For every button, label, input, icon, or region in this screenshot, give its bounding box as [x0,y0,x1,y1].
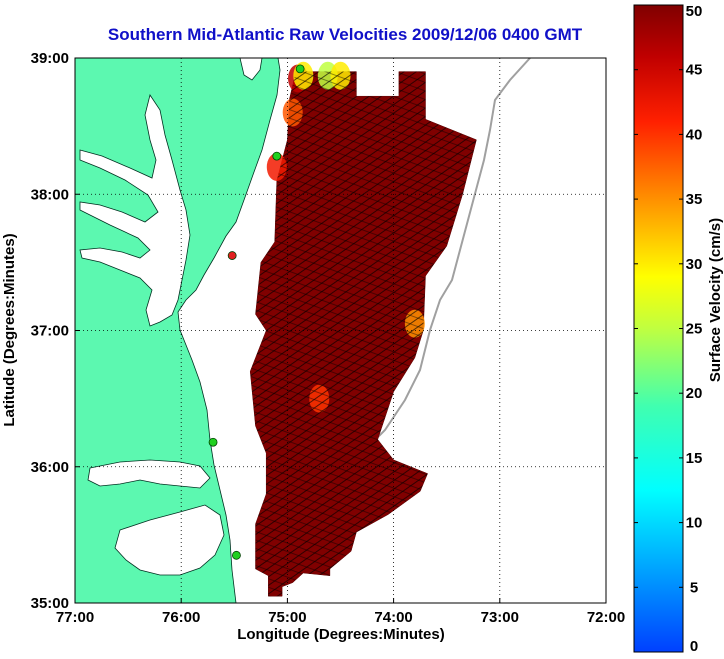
delaware-bay [239,58,263,81]
y-tick-label-3: 38:00 [31,186,69,203]
grid-lines [75,58,606,603]
x-tick-label-0: 77:00 [56,609,94,626]
colorbar-tick-label-1: 5 [690,579,698,596]
colorbar-tick-label-0: 0 [690,638,698,655]
x-tick-label-5: 72:00 [587,609,625,626]
x-tick-label-3: 74:00 [374,609,412,626]
x-tick-label-4: 73:00 [481,609,519,626]
pamlico-sound [114,504,225,576]
x-tick-label-1: 76:00 [162,609,200,626]
station-marker-4 [232,550,241,560]
y-tick-label-0: 35:00 [31,595,69,612]
station-markers [208,64,305,560]
plot-area [75,58,606,603]
y-tick-label-1: 36:00 [31,459,69,476]
colorbar: 0 5 10 15 20 25 30 35 40 45 50 Surface Velocity (c… [633,3,724,655]
station-marker-2 [227,251,237,260]
colorbar-tick-label-2: 10 [686,515,703,532]
station-marker-1 [272,151,282,161]
y-axis-label: Latitude (Degrees:Minutes) [1,233,18,426]
colorbar-tick-label-5: 25 [686,321,703,338]
y-axis-ticks: 35:00 36:00 37:00 38:00 39:00 [31,50,80,612]
colorbar-tick-label-9: 45 [686,62,703,79]
colorbar-tick-label-3: 15 [686,450,703,467]
x-axis-ticks: 77:00 76:00 75:00 74:00 73:00 72:00 [56,598,625,626]
colorbar-label: Surface Velocity (cm/s) [707,218,724,382]
colorbar-tick-label-6: 30 [686,256,703,273]
station-marker-0 [295,64,305,74]
colorbar-tick-label-10: 50 [686,3,703,20]
chart-title: Southern Mid-Atlantic Raw Velocities 200… [108,25,583,44]
station-marker-3 [208,437,218,447]
colorbar-gradient [633,4,684,653]
x-tick-label-2: 75:00 [268,609,306,626]
colorbar-tick-label-4: 20 [686,385,703,402]
chesapeake-bay [79,94,191,327]
colorbar-tick-label-8: 40 [686,126,703,143]
colorbar-tick-label-7: 35 [686,191,703,208]
velocity-vectors-secondary [250,71,477,597]
y-tick-label-2: 37:00 [31,323,69,340]
x-axis-label: Longitude (Degrees:Minutes) [237,626,445,643]
colorbar-ticks: 0 5 10 15 20 25 30 35 40 45 50 [634,3,702,655]
y-tick-label-4: 39:00 [31,50,69,67]
